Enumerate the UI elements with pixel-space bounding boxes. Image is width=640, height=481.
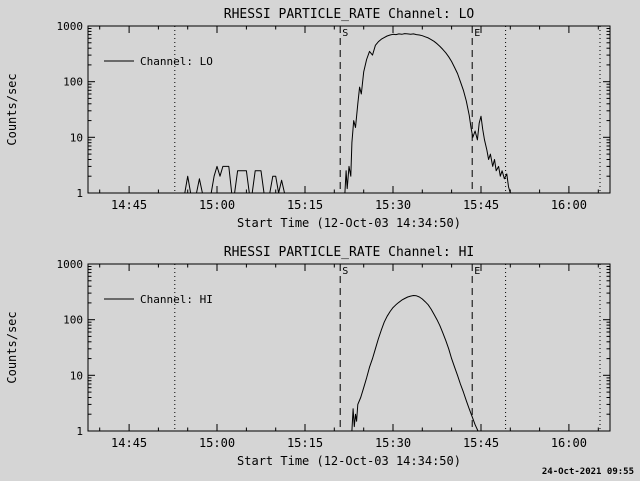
y-tick-label: 1000 — [57, 20, 84, 33]
x-axis: 14:45 15:00 15:15 15:30 15:45 16:00 — [99, 26, 599, 212]
y-tick-label: 100 — [63, 76, 83, 89]
chart-particle-rate-hi: S E 1 10 100 1000 14:45 15:00 15:15 15:30 15:45 16:… — [0, 242, 640, 477]
y-tick-label: 1 — [76, 425, 83, 438]
chart-title: RHESSI PARTICLE_RATE Channel: LO — [224, 7, 475, 22]
x-tick-label: 15:00 — [199, 198, 235, 212]
vline-label: S — [342, 266, 348, 277]
y-tick-label: 100 — [63, 314, 83, 327]
series-path — [351, 295, 479, 432]
legend-label: Channel: HI — [140, 293, 213, 306]
y-tick-label: 1 — [76, 187, 83, 200]
x-tick-label: 15:45 — [463, 198, 499, 212]
plot-frame — [87, 263, 611, 432]
y-tick-label: 1000 — [57, 258, 84, 271]
x-tick-label: 15:45 — [463, 436, 499, 450]
y-axis-label: Counts/sec — [5, 311, 19, 383]
legend-label: Channel: LO — [140, 55, 213, 68]
x-tick-label: 16:00 — [551, 436, 587, 450]
render-timestamp: 24-Oct-2021 09:55 — [541, 467, 634, 477]
y-tick-label: 10 — [70, 369, 83, 382]
y-axis: 1 10 100 1000 — [57, 20, 610, 200]
series-path — [184, 33, 511, 194]
x-tick-label: 14:45 — [111, 198, 147, 212]
vline-label: E — [474, 266, 480, 277]
chart-title: RHESSI PARTICLE_RATE Channel: HI — [224, 245, 474, 260]
x-tick-label: 15:00 — [199, 436, 235, 450]
x-axis-label: Start Time (12-Oct-03 14:34:50) — [237, 454, 461, 468]
x-tick-label: 15:30 — [375, 198, 411, 212]
x-tick-label: 15:15 — [287, 198, 323, 212]
legend: Channel: HI — [104, 293, 213, 306]
legend: Channel: LO — [104, 55, 213, 68]
y-tick-label: 10 — [70, 131, 83, 144]
vline-label: E — [474, 28, 480, 39]
vline-label: S — [342, 28, 348, 39]
x-tick-label: 15:15 — [287, 436, 323, 450]
x-axis-label: Start Time (12-Oct-03 14:34:50) — [237, 216, 461, 230]
plot-frame — [87, 25, 611, 194]
x-tick-label: 15:30 — [375, 436, 411, 450]
y-axis: 1 10 100 1000 — [57, 258, 610, 438]
x-tick-label: 16:00 — [551, 198, 587, 212]
x-axis: 14:45 15:00 15:15 15:30 15:45 16:00 — [99, 264, 599, 450]
y-axis-label: Counts/sec — [5, 73, 19, 145]
x-tick-label: 14:45 — [111, 436, 147, 450]
chart-particle-rate-lo: S E 1 10 100 1000 14:45 15:00 15:15 15:30 15:45 16:… — [0, 4, 640, 239]
